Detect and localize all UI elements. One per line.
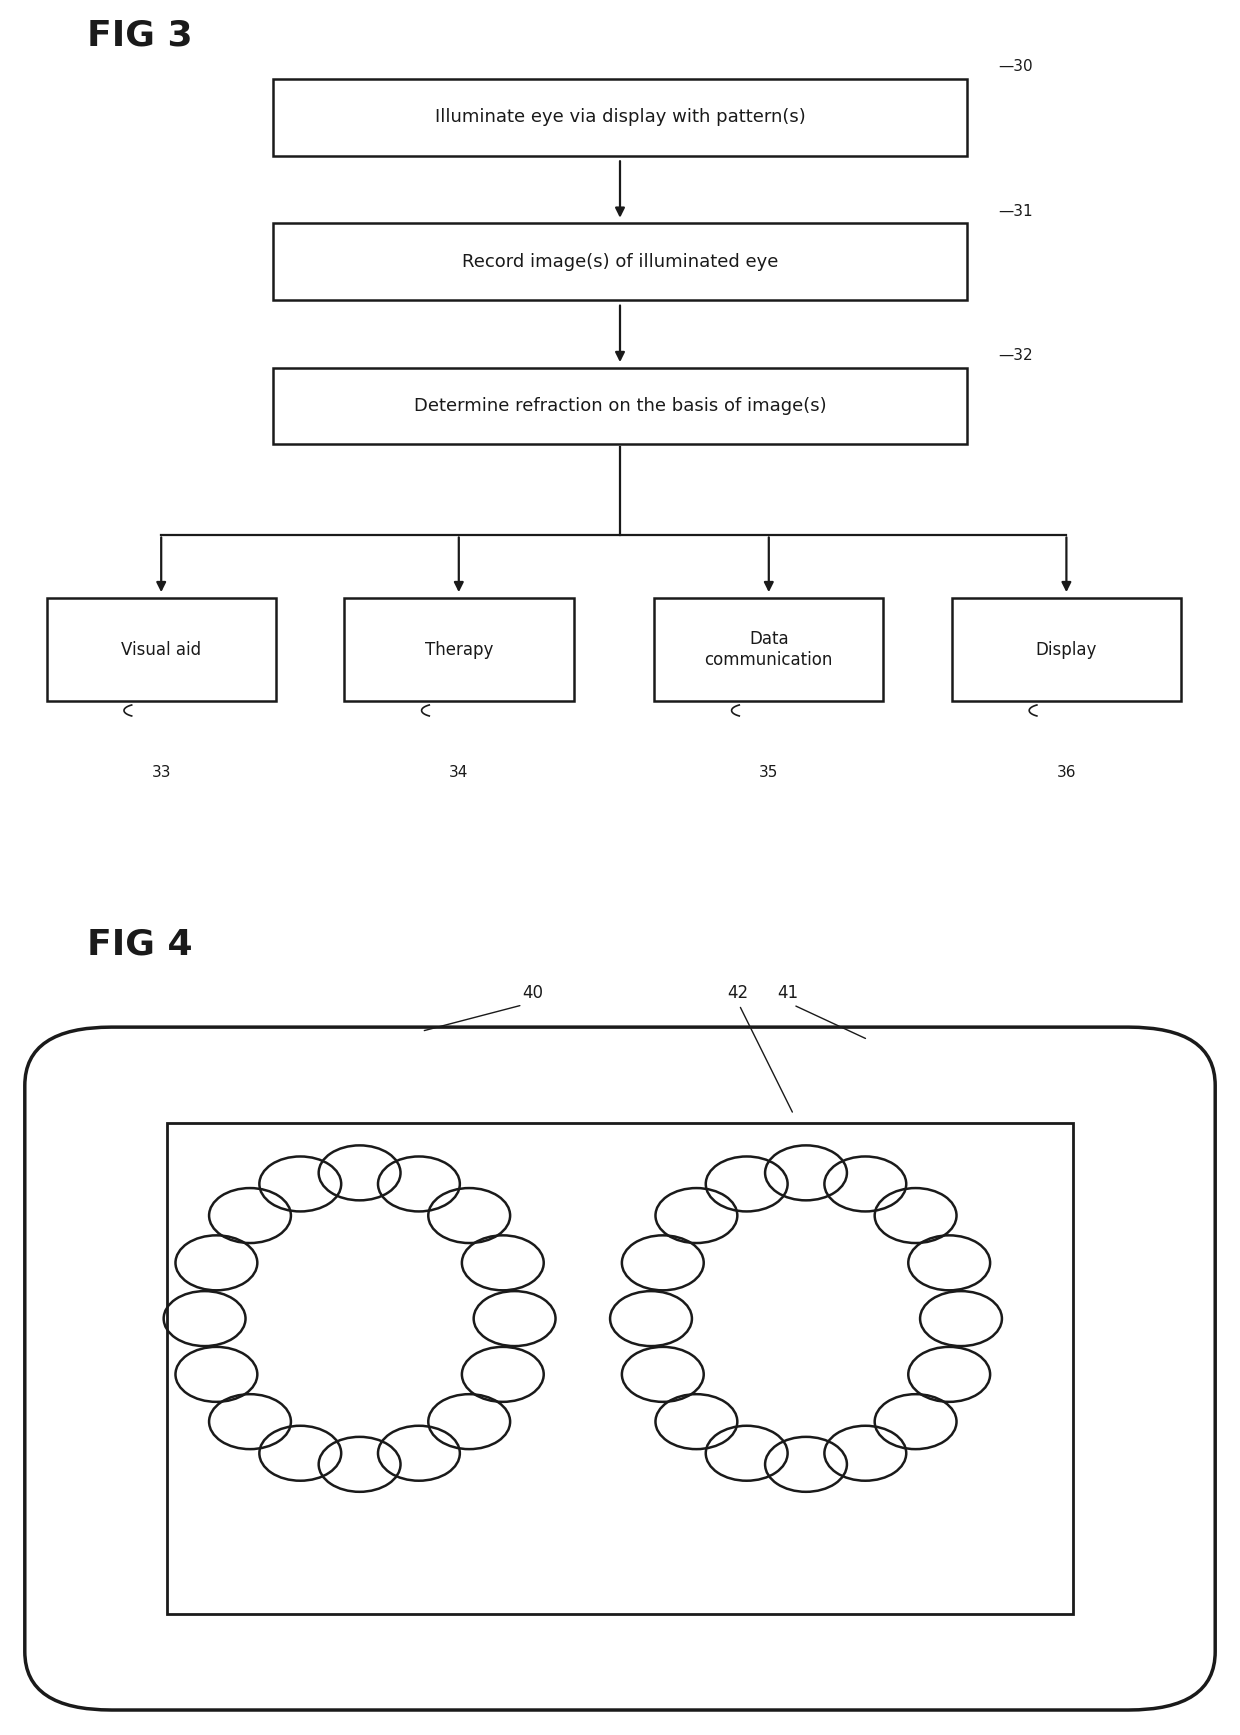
FancyBboxPatch shape: [952, 597, 1180, 701]
FancyBboxPatch shape: [273, 368, 967, 444]
Text: Therapy: Therapy: [424, 640, 494, 659]
Text: Record image(s) of illuminated eye: Record image(s) of illuminated eye: [461, 253, 779, 271]
FancyBboxPatch shape: [273, 78, 967, 156]
Text: 33: 33: [151, 765, 171, 779]
FancyBboxPatch shape: [273, 224, 967, 300]
Text: —32: —32: [998, 349, 1033, 363]
Text: 35: 35: [759, 765, 779, 779]
Text: FIG 3: FIG 3: [87, 17, 192, 52]
Text: Data
communication: Data communication: [704, 630, 833, 670]
Text: 34: 34: [449, 765, 469, 779]
FancyBboxPatch shape: [343, 597, 573, 701]
Text: Illuminate eye via display with pattern(s): Illuminate eye via display with pattern(…: [435, 108, 805, 127]
FancyBboxPatch shape: [25, 1027, 1215, 1711]
Text: FIG 4: FIG 4: [87, 926, 192, 961]
Text: Determine refraction on the basis of image(s): Determine refraction on the basis of ima…: [414, 397, 826, 415]
FancyBboxPatch shape: [47, 597, 275, 701]
FancyBboxPatch shape: [167, 1123, 1073, 1614]
FancyBboxPatch shape: [655, 597, 883, 701]
Text: 42: 42: [727, 984, 792, 1112]
Text: Display: Display: [1035, 640, 1097, 659]
Text: Visual aid: Visual aid: [122, 640, 201, 659]
Text: 41: 41: [776, 984, 866, 1039]
Text: 36: 36: [1056, 765, 1076, 779]
Text: 40: 40: [424, 984, 543, 1031]
Text: —30: —30: [998, 59, 1033, 75]
Text: —31: —31: [998, 203, 1033, 219]
